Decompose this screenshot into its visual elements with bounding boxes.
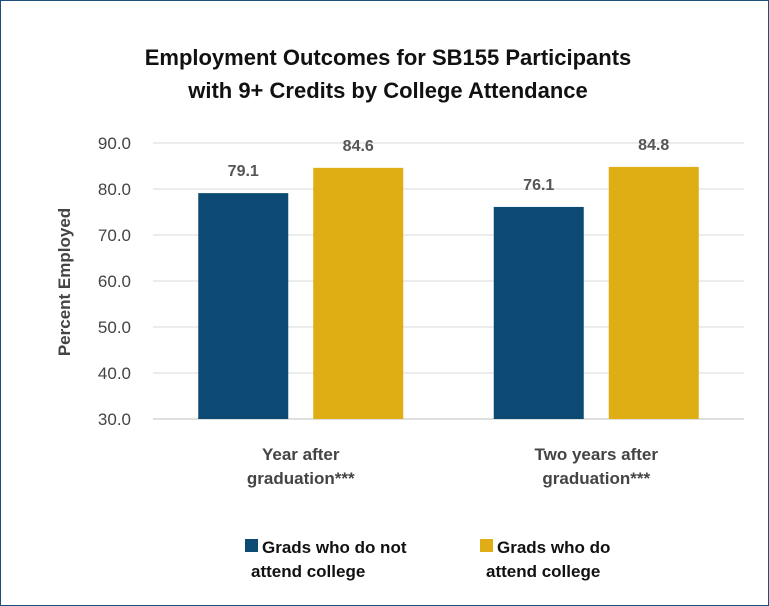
bar-series-0-category-1 — [493, 206, 584, 419]
category-label: graduation*** — [247, 469, 355, 488]
y-tick-label: 30.0 — [98, 410, 131, 429]
chart-title-line-1: Employment Outcomes for SB155 Participan… — [145, 45, 632, 70]
legend-label: attend college — [251, 562, 365, 581]
legend-label: Grads who do not — [262, 538, 407, 557]
data-labels: 79.1 84.6 76.1 84.8 — [228, 137, 670, 194]
y-tick-label: 40.0 — [98, 364, 131, 383]
data-label: 84.6 — [343, 138, 374, 155]
y-tick-label: 50.0 — [98, 318, 131, 337]
chart-title-line-2: with 9+ Credits by College Attendance — [187, 78, 588, 103]
legend-label: Grads who do — [497, 538, 610, 557]
bars — [198, 166, 699, 419]
data-label: 84.8 — [638, 137, 669, 154]
data-label: 79.1 — [228, 163, 259, 180]
category-label: Two years after — [535, 445, 659, 464]
y-axis-ticks: 30.0 40.0 50.0 60.0 70.0 80.0 90.0 — [98, 134, 131, 429]
category-label: graduation*** — [542, 469, 650, 488]
legend-label: attend college — [486, 562, 600, 581]
legend-swatch-1 — [480, 539, 493, 552]
y-tick-label: 90.0 — [98, 134, 131, 153]
y-axis-label: Percent Employed — [55, 208, 74, 356]
bar-series-0-category-0 — [198, 193, 289, 419]
category-labels: Year after graduation*** Two years after gr… — [247, 445, 658, 488]
legend: Grads who do not attend college Grads who … — [245, 538, 610, 581]
data-label: 76.1 — [523, 177, 554, 194]
legend-swatch-0 — [245, 539, 258, 552]
y-tick-label: 60.0 — [98, 272, 131, 291]
y-tick-label: 80.0 — [98, 180, 131, 199]
category-label: Year after — [262, 445, 340, 464]
bar-series-1-category-0 — [313, 167, 404, 419]
bar-series-1-category-1 — [608, 166, 699, 419]
y-tick-label: 70.0 — [98, 226, 131, 245]
